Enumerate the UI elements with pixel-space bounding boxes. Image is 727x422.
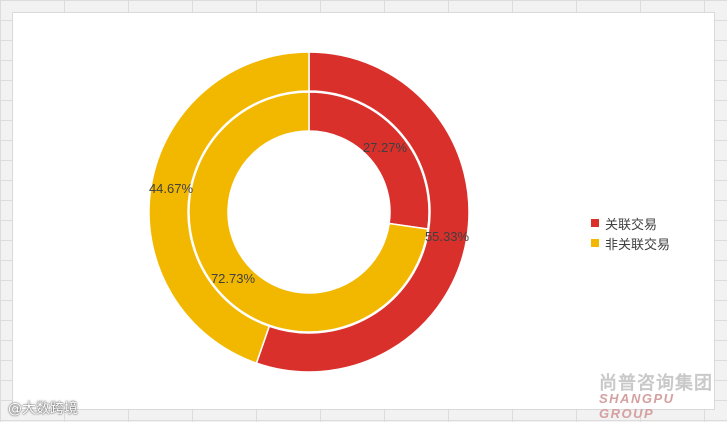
watermark-brand-cn: 尚普咨询集团 — [599, 373, 713, 394]
inner-ring-label-0: 27.27% — [363, 140, 408, 155]
legend-swatch-related — [591, 219, 599, 227]
legend-label-non-related: 非关联交易 — [605, 236, 671, 252]
chart-area[interactable]: 55.33% 44.67% 27.27% 72.73% 关联交易 非关联交易 尚普咨询… — [12, 12, 715, 421]
legend-swatch-non-related — [591, 239, 599, 247]
legend: 关联交易 非关联交易 — [591, 213, 670, 253]
inner-ring-slice-1 — [188, 91, 429, 333]
legend-label-related: 关联交易 — [605, 216, 658, 232]
outer-ring-label-0: 55.33% — [425, 229, 470, 244]
watermark-source-tag: @大数跨境 — [8, 401, 78, 417]
watermark-brand-en: SHANGPU GROUP — [599, 391, 675, 421]
legend-item-related: 关联交易 — [591, 213, 670, 233]
outer-ring-slice-0 — [255, 51, 470, 373]
legend-item-non-related: 非关联交易 — [591, 233, 670, 253]
outer-ring-slice-1 — [148, 51, 310, 365]
outer-ring-label-1: 44.67% — [149, 181, 194, 196]
donut-chart: 55.33% 44.67% 27.27% 72.73% — [148, 51, 470, 373]
inner-ring-label-1: 72.73% — [211, 271, 256, 286]
